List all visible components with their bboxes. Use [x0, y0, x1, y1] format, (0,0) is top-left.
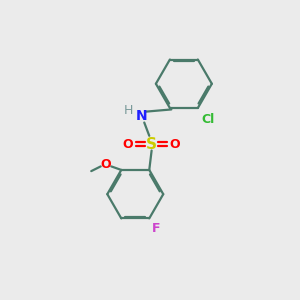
Text: H: H — [123, 104, 133, 117]
Text: O: O — [123, 137, 134, 151]
Text: Cl: Cl — [201, 113, 214, 126]
Text: N: N — [136, 109, 147, 123]
Text: F: F — [152, 222, 161, 235]
Text: O: O — [170, 137, 181, 151]
Text: S: S — [146, 136, 157, 152]
Text: O: O — [101, 158, 111, 171]
